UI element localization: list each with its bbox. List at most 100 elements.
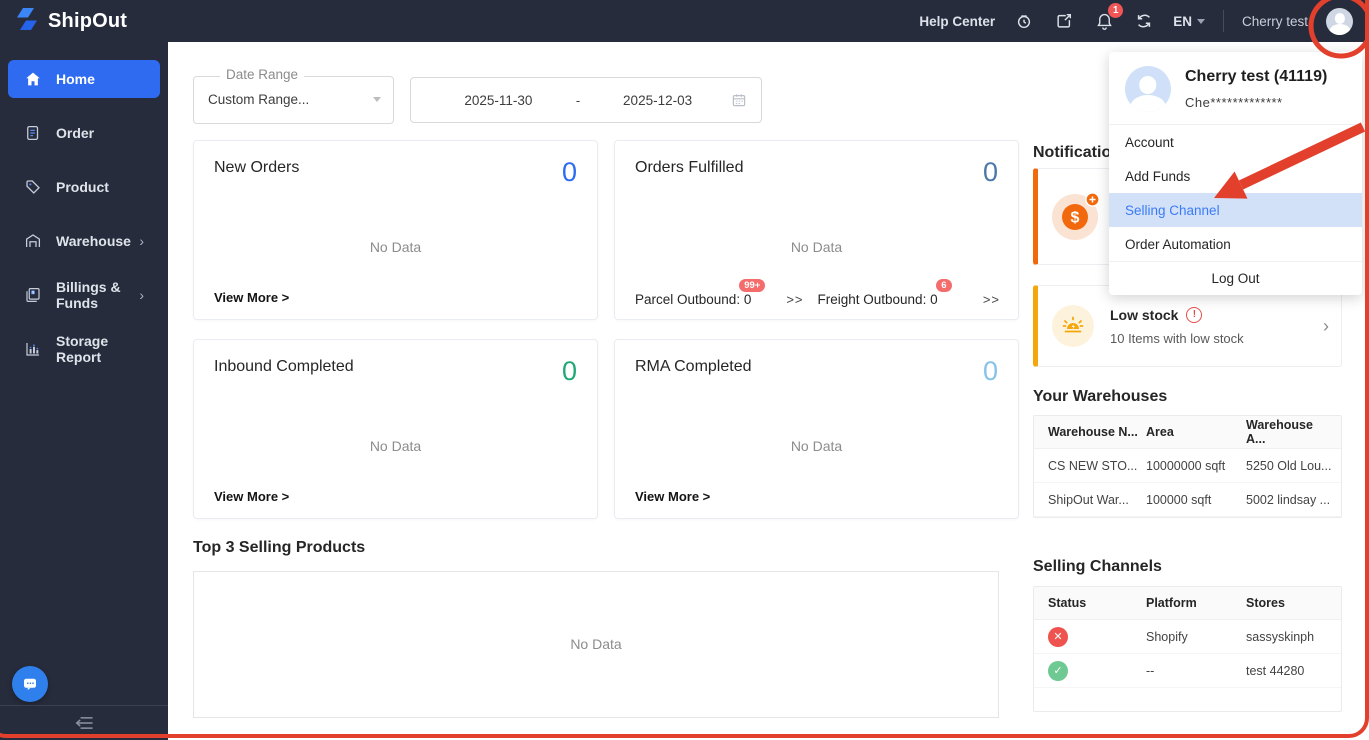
add-funds-dollar-icon: $	[1052, 191, 1100, 240]
sidebar-item-label: Billings & Funds	[56, 279, 121, 311]
order-icon	[27, 125, 39, 141]
sidebar-item-label: Storage Report	[56, 333, 109, 365]
card-inbound-completed: Inbound Completed 0 No Data View More >	[193, 339, 598, 519]
shipout-logo-icon	[14, 6, 40, 37]
table-row[interactable]: ✓ -- test 44280	[1034, 654, 1341, 688]
sidebar-item-warehouse[interactable]: Warehouse ›	[8, 222, 160, 260]
menu-item-log-out[interactable]: Log Out	[1109, 261, 1362, 295]
stores-cell: test 44280	[1246, 663, 1305, 678]
selling-channels-table: Status Platform Stores ✕ Shopify sassysk…	[1033, 586, 1342, 712]
warehouses-table: Warehouse N... Area Warehouse A... CS NE…	[1033, 415, 1342, 518]
no-data-text: No Data	[790, 438, 843, 454]
column-header: Warehouse A...	[1246, 418, 1313, 446]
chat-support-button[interactable]	[12, 666, 48, 702]
username-label[interactable]: Cherry test	[1241, 13, 1308, 29]
sidebar-item-product[interactable]: Product	[8, 168, 160, 206]
watch-timer-icon[interactable]	[1013, 10, 1035, 32]
card-title: RMA Completed	[635, 358, 752, 375]
notification-card-low-stock[interactable]: Low stock ! 10 Items with low stock ›	[1033, 285, 1342, 367]
no-data-text: No Data	[369, 239, 422, 255]
table-header-row: Status Platform Stores	[1034, 587, 1341, 620]
view-more-link[interactable]: View More >	[214, 489, 290, 504]
platform-cell: Shopify	[1146, 629, 1188, 644]
sidebar-item-label: Product	[56, 179, 109, 195]
header-divider	[1222, 10, 1224, 32]
sidebar-item-storage-report[interactable]: Storage Report	[8, 330, 160, 368]
chevron-right-icon: ›	[139, 287, 144, 303]
date-range-label: Date Range	[220, 67, 305, 82]
chat-bubble-icon	[24, 678, 36, 690]
date-range-picker[interactable]: 2025-11-30 - 2025-12-03	[410, 77, 762, 123]
warehouse-address-cell: 5250 Old Lou...	[1246, 458, 1332, 473]
sidebar-nav: Home Order Product	[0, 42, 168, 368]
warehouse-icon	[25, 234, 41, 247]
column-header: Status	[1048, 596, 1087, 610]
low-stock-subtitle: 10 Items with low stock	[1110, 330, 1244, 346]
freight-outbound-link[interactable]: Freight Outbound: 0 6	[818, 279, 952, 307]
sidebar-item-order[interactable]: Order	[8, 114, 160, 152]
warehouses-title: Your Warehouses	[1033, 388, 1168, 405]
low-stock-alarm-icon	[1052, 305, 1094, 347]
collapse-sidebar-icon	[75, 717, 93, 729]
column-header: Area	[1146, 425, 1174, 439]
select-caret-icon	[373, 97, 381, 102]
svg-text:$: $	[32, 291, 34, 295]
chevron-right-icon[interactable]: ›	[1323, 315, 1329, 336]
menu-item-account[interactable]: Account	[1125, 134, 1174, 150]
sidebar-collapse-button[interactable]	[0, 705, 168, 740]
card-value: 0	[982, 356, 998, 386]
card-value: 0	[561, 356, 577, 386]
sidebar-item-label: Warehouse	[56, 233, 131, 249]
no-data-text: No Data	[570, 636, 622, 652]
shipout-logo[interactable]: ShipOut	[0, 6, 127, 37]
card-title: Inbound Completed	[214, 358, 354, 375]
share-export-icon[interactable]	[1053, 10, 1075, 32]
date-range-value: Custom Range...	[208, 92, 310, 107]
date-range-select[interactable]: Date Range Custom Range...	[193, 67, 394, 124]
status-error-icon: ✕	[1048, 626, 1068, 647]
menu-item-selling-channel[interactable]: Selling Channel	[1109, 193, 1362, 227]
sidebar-item-billings-funds[interactable]: $ Billings & Funds ›	[8, 276, 160, 314]
table-header-row: Warehouse N... Area Warehouse A...	[1034, 416, 1341, 449]
language-selector[interactable]: EN	[1173, 14, 1205, 29]
parcel-outbound-arrows[interactable]: >>	[786, 292, 804, 307]
end-date-input[interactable]: 2025-12-03	[623, 92, 693, 108]
card-value: 0	[561, 157, 577, 187]
menu-item-add-funds[interactable]: Add Funds	[1125, 168, 1191, 184]
parcel-outbound-link[interactable]: Parcel Outbound: 0 99+	[635, 279, 766, 307]
freight-outbound-badge: 6	[936, 279, 952, 292]
card-new-orders: New Orders 0 No Data View More >	[193, 140, 598, 320]
user-dropdown-header: Cherry test (41119) Che*************	[1109, 52, 1362, 125]
user-dropdown-menu: Cherry test (41119) Che************* Acc…	[1109, 52, 1362, 295]
avatar	[1125, 66, 1171, 112]
low-stock-title: Low stock	[1110, 306, 1179, 323]
help-center-link[interactable]: Help Center	[919, 13, 996, 29]
card-rma-completed: RMA Completed 0 No Data View More >	[614, 339, 1019, 519]
stores-cell: sassyskinph	[1246, 629, 1315, 644]
sync-refresh-icon[interactable]	[1133, 10, 1155, 32]
sidebar-item-home[interactable]: Home	[8, 60, 160, 98]
storage-report-icon	[26, 343, 39, 356]
menu-item-order-automation[interactable]: Order Automation	[1125, 236, 1231, 252]
card-footer-links: Parcel Outbound: 0 99+ >> Freight Outbou…	[635, 279, 1000, 307]
no-data-text: No Data	[369, 438, 422, 454]
freight-outbound-arrows[interactable]: >>	[982, 292, 1000, 307]
user-masked-email: Che*************	[1185, 95, 1283, 110]
user-avatar[interactable]	[1326, 7, 1353, 35]
language-label: EN	[1173, 13, 1192, 29]
table-row[interactable]: ✕ Shopify sassyskinph	[1034, 620, 1341, 654]
sidebar-item-label: Home	[56, 71, 95, 87]
card-title: New Orders	[214, 159, 300, 176]
table-row[interactable]: CS NEW STO... 10000000 sqft 5250 Old Lou…	[1034, 449, 1341, 483]
view-more-link[interactable]: View More >	[214, 290, 290, 305]
notifications-bell-icon[interactable]: 1	[1093, 3, 1124, 32]
view-more-link[interactable]: View More >	[635, 489, 711, 504]
start-date-input[interactable]: 2025-11-30	[464, 92, 533, 108]
column-header: Platform	[1146, 596, 1197, 610]
warehouse-area-cell: 100000 sqft	[1146, 492, 1212, 507]
card-orders-fulfilled: Orders Fulfilled 0 No Data Parcel Outbou…	[614, 140, 1019, 320]
warehouse-address-cell: 5002 lindsay ...	[1246, 492, 1331, 507]
card-title: Orders Fulfilled	[635, 159, 744, 176]
table-row[interactable]: ShipOut War... 100000 sqft 5002 lindsay …	[1034, 483, 1341, 517]
